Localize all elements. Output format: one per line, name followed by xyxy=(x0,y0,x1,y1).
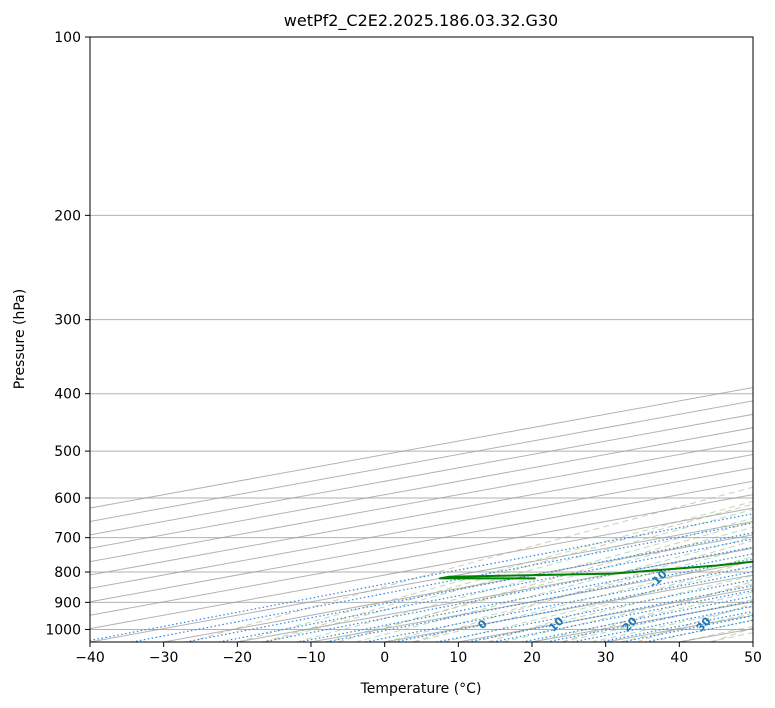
x-tick-label: −30 xyxy=(149,650,179,666)
mixing-ratio-line xyxy=(572,605,753,642)
isotherm xyxy=(90,467,753,589)
mixing-ratio-line xyxy=(467,585,753,642)
moist-adiabat xyxy=(413,556,753,642)
dry-adiabat xyxy=(188,486,753,642)
y-tick-label: 800 xyxy=(54,565,81,581)
mixing-ratio-line xyxy=(546,600,753,642)
x-axis-label: Temperature (°C) xyxy=(360,681,482,697)
x-tick-label: 40 xyxy=(670,650,688,666)
moist-adiabat xyxy=(531,591,753,642)
moist-adiabat xyxy=(472,574,753,642)
x-axis-ticks: −40 −30 −20 −10 0 10 20 30 40 50 xyxy=(75,642,762,666)
y-tick-label: 700 xyxy=(54,531,81,547)
isotherm xyxy=(90,440,753,563)
y-tick-label: 300 xyxy=(54,313,81,329)
isotherm xyxy=(90,494,753,616)
mixing-ratio-line xyxy=(131,522,753,642)
isotherms xyxy=(90,387,753,642)
mixing-ratio-line xyxy=(521,595,753,642)
y-tick-label: 900 xyxy=(54,595,81,611)
plot-area: -100-90-80-70-60-50-40-30-20-10010203040… xyxy=(90,37,753,642)
x-tick-label: 0 xyxy=(380,650,389,666)
y-tick-label: 100 xyxy=(54,30,81,46)
x-tick-label: −20 xyxy=(223,650,253,666)
y-tick-label: 400 xyxy=(54,387,81,403)
x-tick-label: 50 xyxy=(744,650,762,666)
y-tick-label: 200 xyxy=(54,208,81,224)
y-tick-label: 500 xyxy=(54,444,81,460)
x-tick-label: 30 xyxy=(597,650,615,666)
y-tick-label: 600 xyxy=(54,491,81,507)
mixing-ratio-line xyxy=(90,513,753,642)
isotherm xyxy=(163,534,753,642)
dry-adiabat xyxy=(487,559,753,642)
isotherm xyxy=(90,427,753,549)
x-tick-label: 20 xyxy=(523,650,541,666)
x-tick-label: 10 xyxy=(449,650,467,666)
isotherm xyxy=(90,453,753,576)
x-tick-label: −10 xyxy=(296,650,326,666)
chart-title: wetPf2_C2E2.2025.186.03.32.G30 xyxy=(284,11,558,31)
mixing-ratio-line xyxy=(492,589,753,642)
isotherm xyxy=(90,507,753,630)
mixing-ratio-line xyxy=(185,532,753,642)
y-tick-label: 1000 xyxy=(45,622,81,638)
dry-adiabat xyxy=(263,503,753,642)
plot-frame xyxy=(89,36,754,643)
x-tick-label: −40 xyxy=(75,650,105,666)
mixing-ratio-line xyxy=(218,538,753,642)
moist-adiabat xyxy=(355,536,753,642)
isotherm xyxy=(90,520,753,642)
y-axis-label: Pressure (hPa) xyxy=(12,289,28,389)
y-axis-ticks: 100 200 300 400 500 600 700 800 900 1000 xyxy=(45,30,90,638)
moist-adiabat xyxy=(561,598,753,642)
isotherm xyxy=(90,480,753,603)
